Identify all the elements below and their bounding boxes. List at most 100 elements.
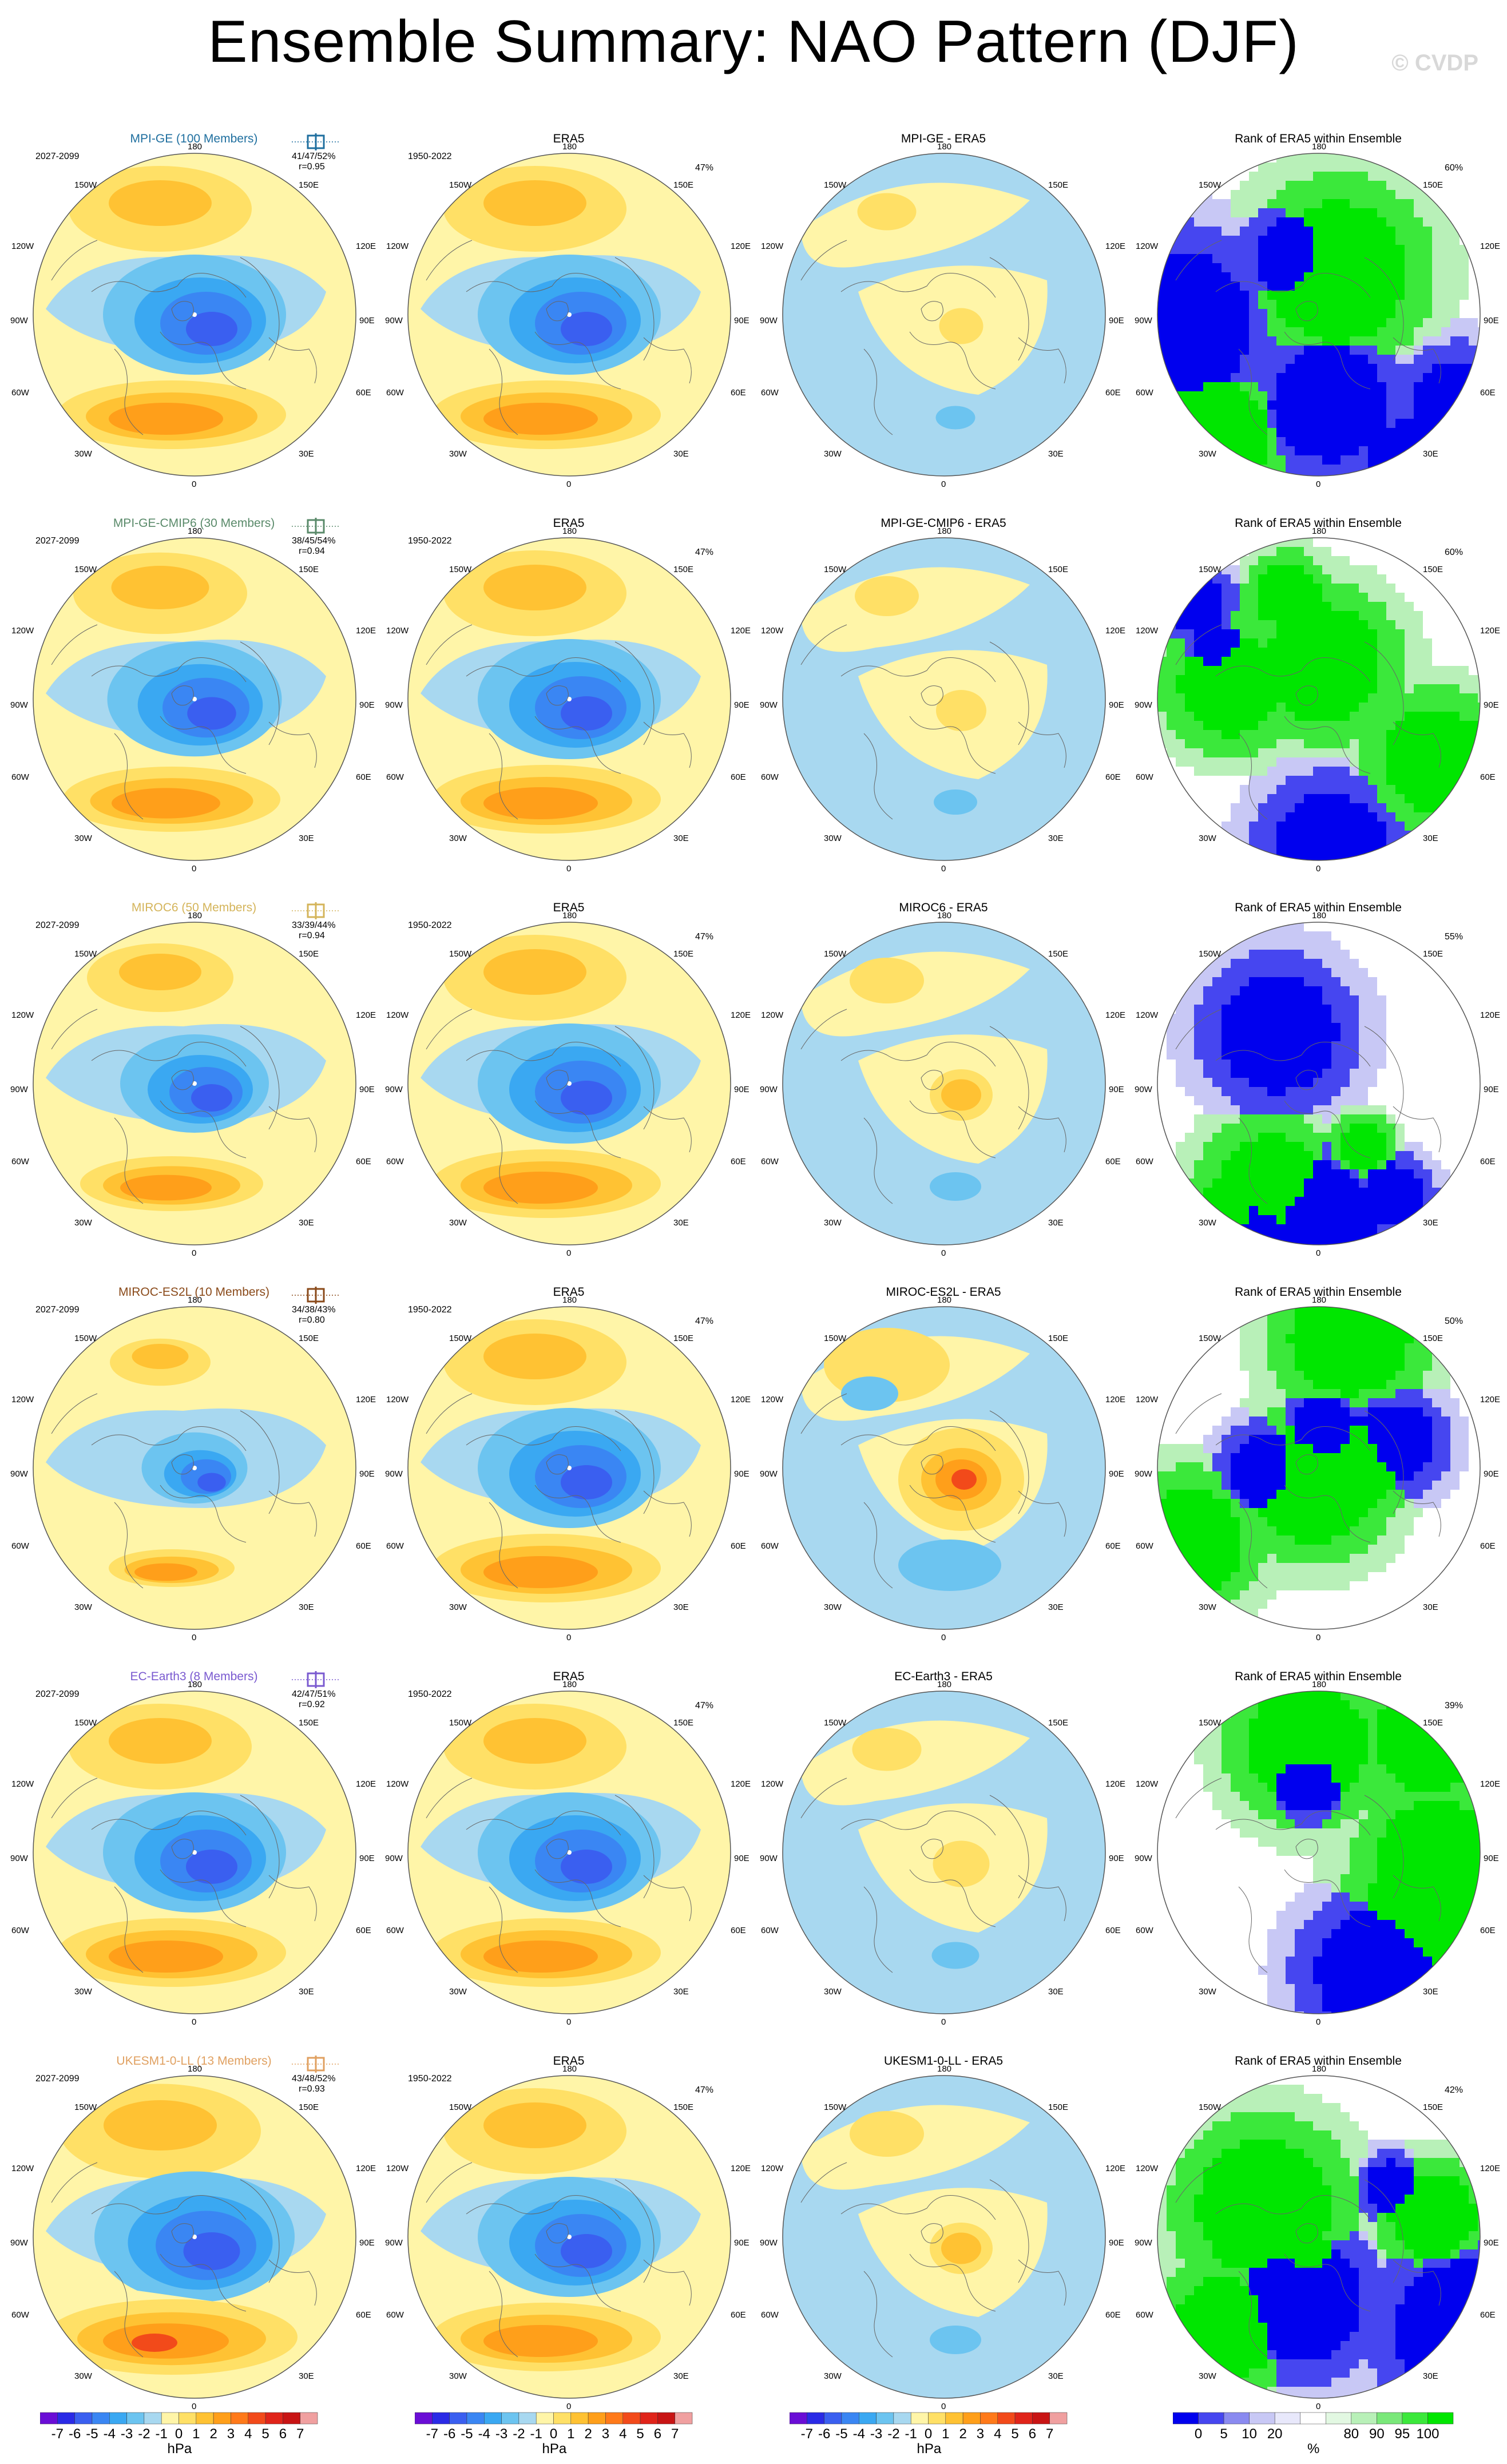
lon-label-bl: 30W <box>74 1218 92 1228</box>
lon-label-top: 180 <box>188 1680 203 1689</box>
period-label: 1950-2022 <box>408 536 452 546</box>
colorbar-tick-label: 90 <box>1369 2426 1385 2442</box>
lon-label-tl: 150W <box>824 2102 847 2112</box>
lon-label-top: 180 <box>188 142 203 152</box>
polar-map <box>1157 2075 1481 2399</box>
lon-label-br: 30E <box>1048 449 1064 459</box>
colorbar-tick-label: 4 <box>994 2426 1002 2442</box>
polar-map <box>782 2075 1106 2399</box>
lon-label-ul: 120W <box>1136 1395 1159 1404</box>
model-panel: MIROC-ES2L (10 Members) 2027-2099 34/38/43… <box>6 1271 382 1654</box>
panel-title: ERA5 <box>553 132 585 145</box>
lon-label-tr: 150E <box>1423 180 1443 190</box>
polar-map <box>33 1671 356 2014</box>
lon-label-bl: 30W <box>824 1602 842 1612</box>
rank-colorbar <box>1173 2412 1454 2425</box>
period-label: 2027-2099 <box>35 1689 80 1699</box>
polar-map <box>782 153 1106 477</box>
panel-title: Rank of ERA5 within Ensemble <box>1235 132 1402 145</box>
lon-label-l: 90W <box>385 1854 403 1863</box>
lon-label-bl: 30W <box>449 1602 467 1612</box>
lon-label-l: 90W <box>760 1469 778 1479</box>
lon-label-top: 180 <box>562 2064 577 2074</box>
lon-label-l: 90W <box>1135 1469 1152 1479</box>
lon-label-lr: 60E <box>1105 1926 1121 1935</box>
lon-label-bottom: 0 <box>1316 1248 1321 1258</box>
colorbar-tick-label: -3 <box>870 2426 883 2442</box>
lon-label-tr: 150E <box>1048 949 1069 959</box>
era5-panel: ERA5 1950-2022 47% 180 150W 150E 120W 120E 90W 90… <box>380 2040 757 2423</box>
colorbar-unit: % <box>1307 2441 1320 2457</box>
lon-label-lr: 60E <box>356 2310 371 2320</box>
lon-label-lr: 60E <box>731 2310 746 2320</box>
lon-label-bottom: 0 <box>941 2017 946 2027</box>
rank-panel: Rank of ERA5 within Ensemble 60% 180 150W 15… <box>1130 502 1506 885</box>
difference-panel: MPI-GE-CMIP6 - ERA5 180 150W 150E 120W 120E 90… <box>755 502 1132 885</box>
lon-label-l: 90W <box>760 1854 778 1863</box>
lon-label-bottom: 0 <box>566 2017 572 2027</box>
lon-label-top: 180 <box>562 526 577 536</box>
difference-panel: MIROC6 - ERA5 180 150W 150E 120W 120E 90W 90E 60… <box>755 886 1132 1269</box>
anomaly-field <box>408 1307 731 1629</box>
colorbar-unit: hPa <box>167 2441 192 2457</box>
panel-title: MIROC-ES2L (10 Members) <box>118 1285 270 1299</box>
lon-label-ll: 60W <box>386 772 404 782</box>
lon-label-tl: 150W <box>449 180 472 190</box>
lon-label-r: 90E <box>1109 1469 1124 1479</box>
polar-map <box>407 922 731 1245</box>
lon-label-tl: 150W <box>74 2102 97 2112</box>
colorbar-tick-label: -6 <box>818 2426 831 2442</box>
lon-label-br: 30E <box>673 449 689 459</box>
colorbar-tick-label: -3 <box>495 2426 508 2442</box>
lon-label-ll: 60W <box>1136 1926 1153 1935</box>
colorbar-tick-label: 7 <box>671 2426 679 2442</box>
anomaly-field <box>33 1691 356 2014</box>
variance-explained: 47% <box>695 1316 714 1326</box>
lon-label-br: 30E <box>299 1218 314 1228</box>
lon-label-lr: 60E <box>1105 2310 1121 2320</box>
colorbar-tick-label: -2 <box>138 2426 150 2442</box>
lon-label-top: 180 <box>188 526 203 536</box>
colorbar-tick-label: 2 <box>584 2426 592 2442</box>
lon-label-r: 90E <box>734 316 749 326</box>
lon-label-tr: 150E <box>1048 1718 1069 1728</box>
lon-label-bottom: 0 <box>192 864 197 874</box>
lon-label-tr: 150E <box>299 949 319 959</box>
lon-label-ul: 120W <box>11 1779 34 1789</box>
lon-label-tl: 150W <box>1199 949 1222 959</box>
lon-label-l: 90W <box>10 1469 28 1479</box>
colorbar-tick-label: 1 <box>567 2426 575 2442</box>
panel-title: ERA5 <box>553 901 585 914</box>
lon-label-ur: 120E <box>1480 241 1501 251</box>
panel-title: ERA5 <box>553 2054 585 2068</box>
lon-label-bl: 30W <box>449 1218 467 1228</box>
lon-label-br: 30E <box>1423 1987 1438 1997</box>
lon-label-lr: 60E <box>1480 1926 1496 1935</box>
lon-label-r: 90E <box>1109 700 1124 710</box>
lon-label-bl: 30W <box>824 2371 842 2381</box>
lon-label-lr: 60E <box>731 772 746 782</box>
lon-label-tr: 150E <box>1048 565 1069 574</box>
lon-label-r: 90E <box>1484 2238 1499 2248</box>
anomaly-field <box>783 1307 1105 1629</box>
lon-label-ul: 120W <box>386 626 409 636</box>
lon-label-ll: 60W <box>1136 2310 1153 2320</box>
anomaly-field <box>783 153 1105 476</box>
anomaly-field <box>783 538 1105 860</box>
lon-label-ur: 120E <box>1105 1395 1126 1404</box>
colorbar-tick-label: 6 <box>653 2426 662 2442</box>
lon-label-l: 90W <box>1135 316 1152 326</box>
anomaly-field <box>33 153 356 476</box>
polar-map <box>1157 537 1481 861</box>
variance-explained: 47% <box>695 2085 714 2095</box>
lon-label-br: 30E <box>1048 1987 1064 1997</box>
period-label: 1950-2022 <box>408 920 452 930</box>
lon-label-bl: 30W <box>74 449 92 459</box>
period-label: 1950-2022 <box>408 1689 452 1699</box>
lon-label-ll: 60W <box>11 772 29 782</box>
lon-label-ur: 120E <box>356 2164 376 2173</box>
colorbar-tick-label: 4 <box>244 2426 252 2442</box>
lon-label-tr: 150E <box>673 1718 694 1728</box>
colorbar-tick-label: 6 <box>1028 2426 1037 2442</box>
anomaly-colorbar <box>790 2412 1068 2425</box>
